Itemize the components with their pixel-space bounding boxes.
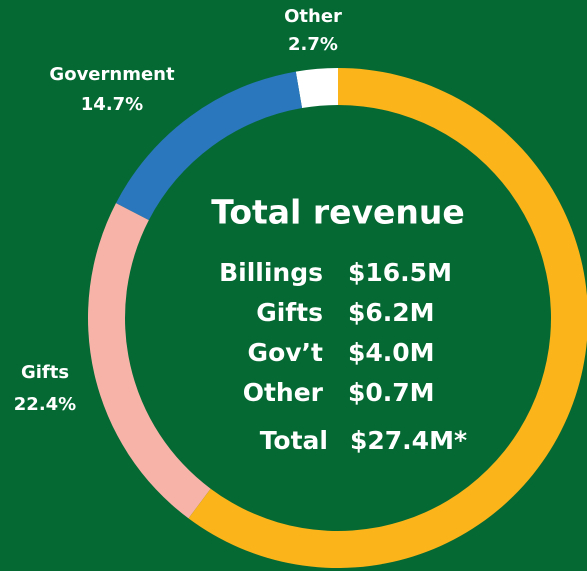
slice <box>295 68 338 109</box>
value-label: 14.7% <box>81 94 143 115</box>
slice <box>115 71 303 221</box>
center-title: Total revenue <box>211 193 465 232</box>
slice-label: Gifts <box>21 362 69 383</box>
value-label: 22.4% <box>14 394 76 415</box>
slice <box>188 68 587 568</box>
row-label: Gifts <box>256 298 323 327</box>
row-value: $16.5M <box>348 258 452 287</box>
row-label: Other <box>243 378 324 407</box>
row-label: Billings <box>219 258 323 287</box>
row-value: $6.2M <box>348 298 435 327</box>
slice-label: Government <box>49 64 175 85</box>
slice-label: Other <box>284 6 342 27</box>
total-value: $27.4M* <box>350 426 467 455</box>
total-label: Total <box>260 426 328 455</box>
row-label: Gov’t <box>248 338 323 367</box>
row-value: $0.7M <box>348 378 435 407</box>
slice <box>87 203 211 519</box>
row-value: $4.0M <box>348 338 435 367</box>
value-label: 2.7% <box>288 34 338 55</box>
